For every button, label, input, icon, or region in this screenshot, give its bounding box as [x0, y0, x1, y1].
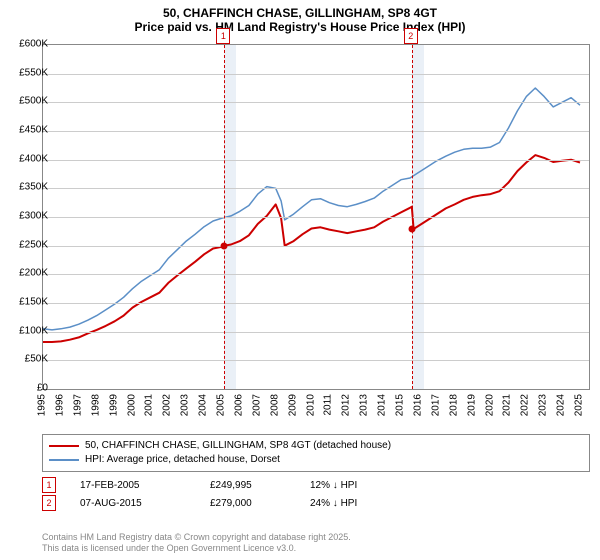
sales-tag-1: 1 — [42, 477, 56, 493]
x-axis-label: 2010 — [305, 394, 316, 416]
sales-tag-2: 2 — [42, 495, 56, 511]
sales-row-2: 2 07-AUG-2015 £279,000 24% ↓ HPI — [42, 494, 420, 512]
x-axis-label: 2002 — [162, 394, 173, 416]
legend-box: 50, CHAFFINCH CHASE, GILLINGHAM, SP8 4GT… — [42, 434, 590, 472]
x-axis-label: 2018 — [448, 394, 459, 416]
x-axis-label: 2013 — [359, 394, 370, 416]
y-axis-label: £100K — [19, 325, 48, 336]
x-axis-label: 1997 — [72, 394, 83, 416]
gridline — [43, 274, 589, 275]
x-axis-label: 2006 — [233, 394, 244, 416]
sales-date-1: 17-FEB-2005 — [80, 480, 210, 491]
gridline — [43, 160, 589, 161]
sales-row-1: 1 17-FEB-2005 £249,995 12% ↓ HPI — [42, 476, 420, 494]
sale-marker-line — [224, 45, 225, 389]
y-axis-label: £250K — [19, 239, 48, 250]
sale-marker-dot — [408, 226, 415, 233]
sales-price-1: £249,995 — [210, 480, 310, 491]
x-axis-label: 1998 — [90, 394, 101, 416]
x-axis-label: 2004 — [198, 394, 209, 416]
sales-table: 1 17-FEB-2005 £249,995 12% ↓ HPI 2 07-AU… — [42, 476, 420, 512]
gridline — [43, 188, 589, 189]
chart-container: 50, CHAFFINCH CHASE, GILLINGHAM, SP8 4GT… — [0, 0, 600, 560]
x-axis-label: 2005 — [216, 394, 227, 416]
y-axis-label: £450K — [19, 125, 48, 136]
x-axis-label: 2021 — [502, 394, 513, 416]
plot-area — [42, 44, 590, 390]
x-axis-label: 2001 — [144, 394, 155, 416]
gridline — [43, 360, 589, 361]
gridline — [43, 303, 589, 304]
title-block: 50, CHAFFINCH CHASE, GILLINGHAM, SP8 4GT… — [0, 0, 600, 34]
x-axis-label: 2011 — [323, 394, 334, 416]
legend-swatch-2 — [49, 459, 79, 461]
series-price_paid — [43, 155, 580, 342]
sales-date-2: 07-AUG-2015 — [80, 498, 210, 509]
legend-label-1: 50, CHAFFINCH CHASE, GILLINGHAM, SP8 4GT… — [85, 439, 391, 453]
legend-item-hpi: HPI: Average price, detached house, Dors… — [49, 453, 583, 467]
legend-swatch-1 — [49, 445, 79, 447]
sale-marker-dot — [221, 242, 228, 249]
x-axis-label: 2020 — [484, 394, 495, 416]
sale-marker-tag: 1 — [216, 28, 230, 44]
x-axis-label: 2008 — [269, 394, 280, 416]
x-axis-label: 2015 — [395, 394, 406, 416]
x-axis-label: 2019 — [466, 394, 477, 416]
y-axis-label: £350K — [19, 182, 48, 193]
sales-price-2: £279,000 — [210, 498, 310, 509]
series-hpi — [43, 88, 580, 330]
y-axis-label: £600K — [19, 39, 48, 50]
footer-line-1: Contains HM Land Registry data © Crown c… — [42, 532, 351, 543]
sale-marker-tag: 2 — [404, 28, 418, 44]
x-axis-label: 1999 — [108, 394, 119, 416]
x-axis-label: 2000 — [126, 394, 137, 416]
gridline — [43, 131, 589, 132]
sales-diff-2: 24% ↓ HPI — [310, 498, 420, 509]
x-axis-label: 2003 — [180, 394, 191, 416]
x-axis-label: 2014 — [377, 394, 388, 416]
sales-diff-1: 12% ↓ HPI — [310, 480, 420, 491]
gridline — [43, 74, 589, 75]
x-axis-label: 2024 — [556, 394, 567, 416]
sale-marker-line — [412, 45, 413, 389]
y-axis-label: £200K — [19, 268, 48, 279]
x-axis-label: 2017 — [430, 394, 441, 416]
footer-attribution: Contains HM Land Registry data © Crown c… — [42, 532, 351, 554]
x-axis-label: 2009 — [287, 394, 298, 416]
gridline — [43, 246, 589, 247]
y-axis-label: £300K — [19, 211, 48, 222]
y-axis-label: £0 — [37, 383, 48, 394]
x-axis-label: 2023 — [538, 394, 549, 416]
y-axis-label: £150K — [19, 297, 48, 308]
gridline — [43, 217, 589, 218]
x-axis-label: 2022 — [520, 394, 531, 416]
footer-line-2: This data is licensed under the Open Gov… — [42, 543, 351, 554]
y-axis-label: £400K — [19, 153, 48, 164]
title-line-1: 50, CHAFFINCH CHASE, GILLINGHAM, SP8 4GT — [0, 6, 600, 20]
legend-label-2: HPI: Average price, detached house, Dors… — [85, 453, 280, 467]
y-axis-label: £50K — [25, 354, 48, 365]
gridline — [43, 332, 589, 333]
x-axis-label: 1996 — [54, 394, 65, 416]
x-axis-label: 2007 — [251, 394, 262, 416]
y-axis-label: £550K — [19, 67, 48, 78]
x-axis-label: 2016 — [412, 394, 423, 416]
legend-item-price-paid: 50, CHAFFINCH CHASE, GILLINGHAM, SP8 4GT… — [49, 439, 583, 453]
x-axis-label: 2025 — [574, 394, 585, 416]
x-axis-label: 2012 — [341, 394, 352, 416]
title-line-2: Price paid vs. HM Land Registry's House … — [0, 20, 600, 34]
y-axis-label: £500K — [19, 96, 48, 107]
gridline — [43, 102, 589, 103]
x-axis-label: 1995 — [37, 394, 48, 416]
